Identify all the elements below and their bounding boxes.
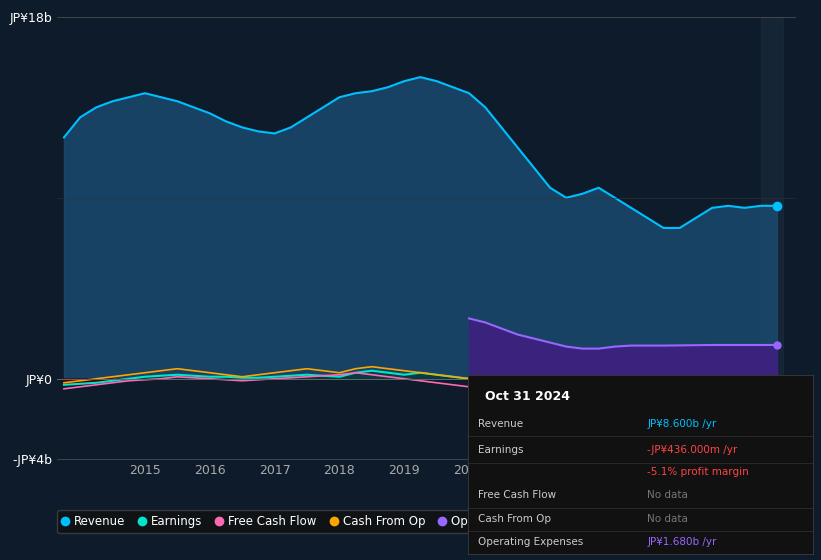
Text: No data: No data (647, 490, 688, 500)
Text: Free Cash Flow: Free Cash Flow (479, 490, 557, 500)
Text: JP¥1.680b /yr: JP¥1.680b /yr (647, 537, 717, 547)
Text: Operating Expenses: Operating Expenses (479, 537, 584, 547)
Text: -JP¥436.000m /yr: -JP¥436.000m /yr (647, 445, 737, 455)
Legend: Revenue, Earnings, Free Cash Flow, Cash From Op, Operating Expenses: Revenue, Earnings, Free Cash Flow, Cash … (57, 511, 575, 533)
Text: Revenue: Revenue (479, 418, 524, 428)
Text: -5.1% profit margin: -5.1% profit margin (647, 467, 749, 477)
Text: Earnings: Earnings (479, 445, 524, 455)
Text: Oct 31 2024: Oct 31 2024 (485, 390, 571, 403)
Bar (761, 17, 783, 459)
Text: Cash From Op: Cash From Op (479, 514, 552, 524)
Text: JP¥8.600b /yr: JP¥8.600b /yr (647, 418, 717, 428)
Text: No data: No data (647, 514, 688, 524)
